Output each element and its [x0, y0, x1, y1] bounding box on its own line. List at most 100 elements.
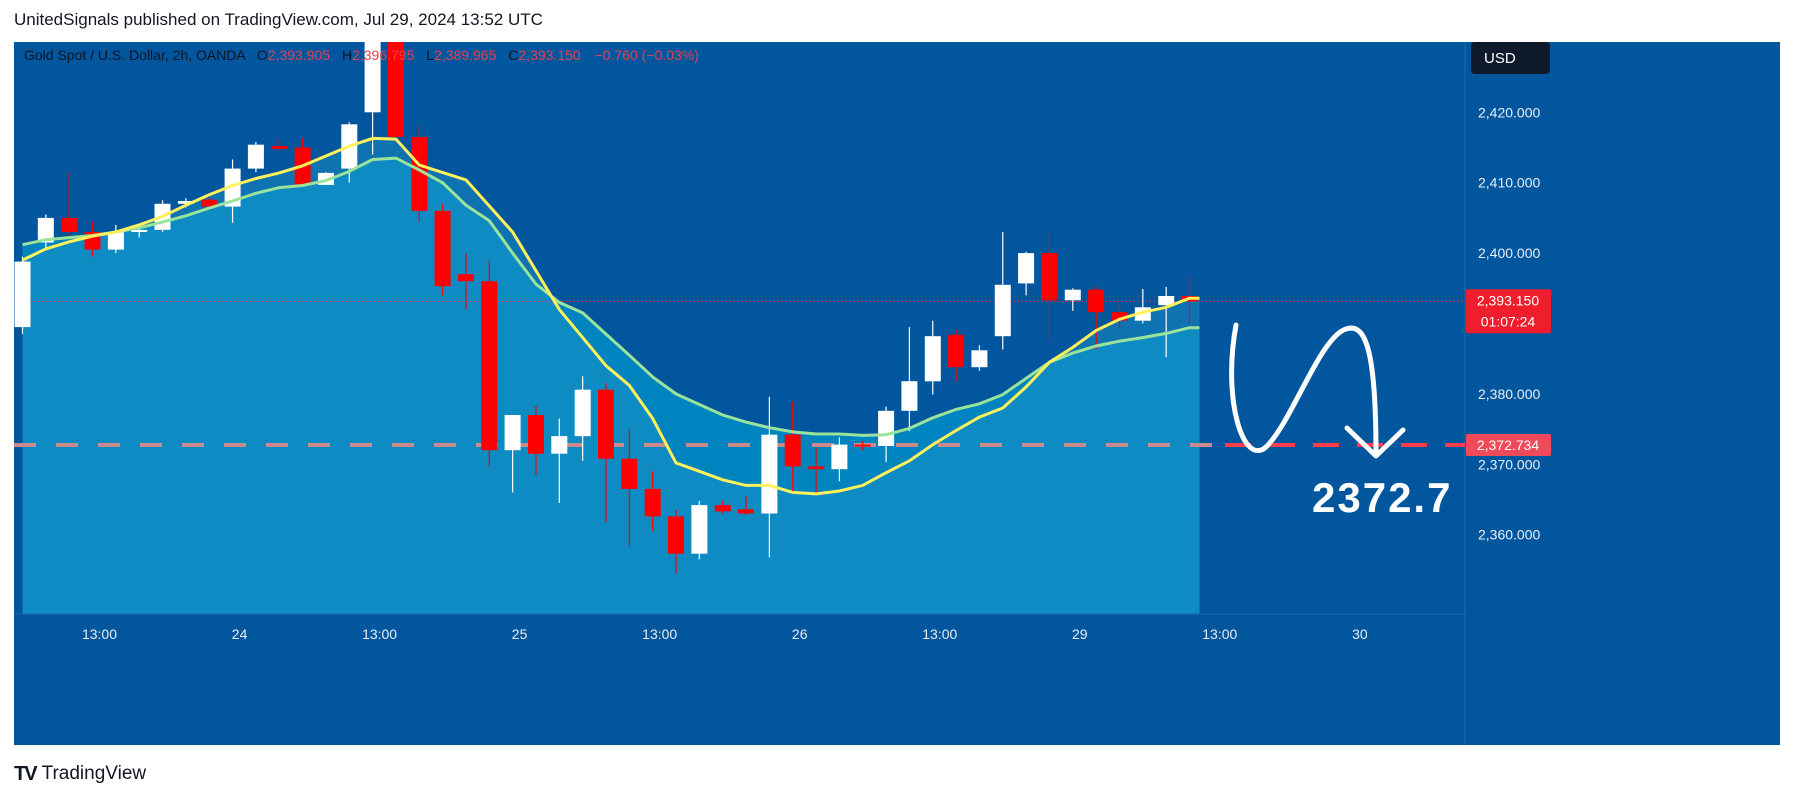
- price-axis-ticks: 2,420.000 2,410.000 2,400.000 2,380.000 2,37…: [1478, 104, 1540, 542]
- candle: [364, 41, 381, 155]
- candles-group: [14, 41, 1198, 574]
- candle-body: [177, 201, 194, 204]
- candle-body: [1041, 253, 1058, 301]
- candle-body: [738, 509, 754, 514]
- low-value: 2,389.965: [434, 47, 496, 63]
- time-tick-label: 24: [232, 626, 248, 642]
- time-tick-label: 13:00: [642, 626, 677, 642]
- candle: [644, 471, 661, 532]
- candle: [784, 401, 801, 494]
- candle: [1064, 288, 1081, 311]
- symbol-name: Gold Spot / U.S. Dollar, 2h, OANDA: [24, 47, 246, 63]
- candle-body: [271, 146, 288, 149]
- candle-body: [131, 229, 148, 232]
- candle: [37, 214, 54, 250]
- candle-body: [691, 505, 708, 554]
- candle-body: [528, 415, 544, 454]
- candle: [481, 260, 498, 468]
- currency-button[interactable]: USD: [1471, 42, 1550, 74]
- candle: [1111, 304, 1128, 330]
- open-value: 2,393.905: [268, 47, 330, 63]
- candle-body: [1088, 289, 1105, 313]
- candle-body: [668, 516, 684, 554]
- price-tick-label: 2,380.000: [1478, 386, 1540, 402]
- candle-body: [808, 466, 825, 470]
- candle-body: [387, 41, 404, 137]
- candle: [831, 437, 848, 482]
- candle-body: [1158, 296, 1175, 306]
- candle: [1088, 286, 1105, 350]
- price-chart[interactable]: 2372.7 2,420.000 2,410.000 2,400.000 2,380.…: [14, 41, 1780, 745]
- candle-body: [901, 381, 918, 411]
- candle: [387, 41, 404, 137]
- candle: [271, 139, 288, 151]
- tradingview-logo[interactable]: TV TradingView: [14, 762, 146, 786]
- candle: [574, 376, 591, 461]
- candle: [901, 327, 918, 432]
- chart-frame[interactable]: 2372.7 2,420.000 2,410.000 2,400.000 2,380.…: [14, 41, 1780, 745]
- candle-body: [994, 284, 1011, 337]
- candle: [224, 159, 241, 223]
- candle: [691, 500, 708, 560]
- candle: [14, 256, 31, 335]
- candle-body: [107, 232, 124, 250]
- time-axis-ticks: 13:00 24 13:00 25 13:00 26 13:00 29 13:00 30: [82, 626, 1368, 642]
- candle: [761, 396, 778, 558]
- svg-text:Gold Spot / U.S. Dollar, 2h, O: Gold Spot / U.S. Dollar, 2h, OANDA O2,39…: [24, 47, 699, 63]
- ma-slow-area: [22, 158, 1200, 614]
- candle-body: [37, 217, 54, 243]
- candle: [551, 418, 568, 503]
- candle-body: [458, 274, 474, 282]
- price-tick-label: 2,370.000: [1478, 456, 1540, 472]
- low-label: L: [426, 47, 434, 63]
- tradingview-logo-icon: TV: [14, 762, 38, 785]
- price-axis-panel: [1465, 42, 1780, 745]
- ma-fast-area: [22, 138, 1200, 614]
- candle: [808, 447, 825, 494]
- candle-body: [551, 436, 568, 454]
- candle-body: [878, 410, 895, 446]
- candle: [61, 172, 78, 239]
- candle-body: [761, 434, 778, 514]
- price-tick-label: 2,420.000: [1478, 104, 1540, 120]
- time-tick-label: 13:00: [1202, 626, 1237, 642]
- candle: [411, 126, 428, 222]
- time-tick-label: 26: [792, 626, 808, 642]
- time-tick-label: 29: [1072, 626, 1088, 642]
- candle: [434, 203, 451, 296]
- candle-body: [434, 210, 451, 287]
- candle: [247, 141, 264, 173]
- candle-body: [411, 137, 428, 211]
- candle-body: [971, 350, 988, 368]
- candle-body: [621, 458, 638, 489]
- target-price-value: 2,372.734: [1477, 437, 1539, 453]
- current-price-value: 2,393.150: [1477, 292, 1539, 308]
- candle: [458, 253, 474, 310]
- target-price-badge: 2,372.734: [1466, 434, 1551, 456]
- bar-countdown: 01:07:24: [1481, 313, 1536, 329]
- candle-body: [948, 334, 965, 368]
- current-price-badge: 2,393.150 01:07:24: [1466, 289, 1551, 334]
- candle: [854, 441, 871, 451]
- candle: [107, 224, 124, 254]
- price-tick-label: 2,400.000: [1478, 245, 1540, 261]
- candle-body: [784, 434, 801, 467]
- tradingview-logo-text: TradingView: [41, 763, 147, 784]
- candle-body: [61, 217, 78, 232]
- candle: [738, 496, 754, 515]
- time-tick-label: 30: [1352, 626, 1368, 642]
- publish-info: UnitedSignals published on TradingView.c…: [14, 10, 543, 29]
- candle: [971, 345, 988, 371]
- projection-arrow: [1229, 322, 1406, 459]
- time-tick-label: 13:00: [362, 626, 397, 642]
- close-label: C: [508, 47, 518, 63]
- currency-label: USD: [1484, 50, 1516, 67]
- candle-body: [854, 444, 871, 447]
- candle-body: [924, 336, 941, 382]
- candle-body: [644, 488, 661, 517]
- candle-body: [14, 261, 31, 328]
- candle: [948, 329, 965, 382]
- candle: [1018, 251, 1035, 296]
- candle-body: [247, 144, 264, 169]
- candle-body: [364, 41, 381, 113]
